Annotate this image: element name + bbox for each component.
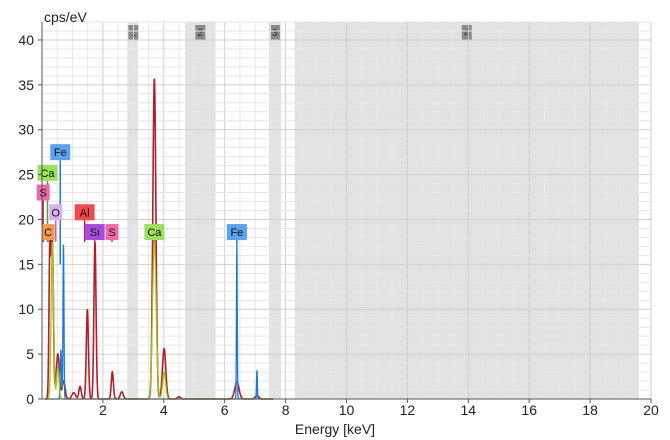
element-label-box-al xyxy=(74,204,95,221)
region-label-3: 3 xyxy=(272,28,278,39)
element-label-al: Al xyxy=(80,207,90,219)
region-label-4: 4 xyxy=(464,28,470,39)
region-label-2: 2 xyxy=(198,28,204,39)
x-tick-label: 6 xyxy=(221,402,229,418)
element-label-ca: Ca xyxy=(40,168,55,180)
region-tab-4 xyxy=(461,25,472,40)
element-label-fe: Fe xyxy=(230,227,243,239)
element-label-c: C xyxy=(44,227,52,239)
axes: 2 4 6 8 10 12 14 16 18 20 0 5 10 15 20 25 30 35 40 xyxy=(18,22,659,418)
y-tick-label: 40 xyxy=(18,32,34,48)
y-tick-label: 0 xyxy=(26,391,34,407)
x-tick-label: 8 xyxy=(282,402,290,418)
region-tab-3 xyxy=(269,25,280,40)
element-label-box-fe xyxy=(50,144,71,161)
y-tick-label: 15 xyxy=(18,256,34,272)
y-tick-label: 20 xyxy=(18,211,34,227)
element-label-si: Si xyxy=(90,227,100,239)
x-tick-label: 16 xyxy=(521,402,537,418)
element-label-box-ca xyxy=(144,224,165,241)
x-tick-label: 18 xyxy=(582,402,598,418)
element-label-box-c xyxy=(41,224,55,241)
element-label-box-si xyxy=(84,224,105,241)
element-label-box-fe xyxy=(226,224,247,241)
x-tick-label: 20 xyxy=(643,402,659,418)
element-label-s: S xyxy=(40,188,47,200)
x-tick-label: 4 xyxy=(160,402,168,418)
element-label-box-o xyxy=(49,204,63,221)
y-tick-label: 35 xyxy=(18,77,34,93)
element-label-s: S xyxy=(108,227,115,239)
x-tick-label: 14 xyxy=(461,402,477,418)
y-tick-label: 10 xyxy=(18,301,34,317)
x-tick-label: 2 xyxy=(99,402,107,418)
x-axis-title: Energy [keV] xyxy=(295,421,375,437)
y-tick-label: 30 xyxy=(18,122,34,138)
element-label-ca: Ca xyxy=(147,227,162,239)
y-axis-title: cps/eV xyxy=(44,9,87,25)
element-label-box-s xyxy=(105,224,119,241)
x-tick-label: 12 xyxy=(400,402,416,418)
element-label-box-s xyxy=(36,184,50,201)
element-label-o: O xyxy=(51,207,60,219)
y-tick-label: 25 xyxy=(18,167,34,183)
x-tick-label: 10 xyxy=(339,402,355,418)
grid-lines xyxy=(41,21,652,400)
region-tab-2 xyxy=(195,25,206,40)
y-tick-label: 5 xyxy=(26,346,34,362)
element-label-fe: Fe xyxy=(54,147,67,159)
